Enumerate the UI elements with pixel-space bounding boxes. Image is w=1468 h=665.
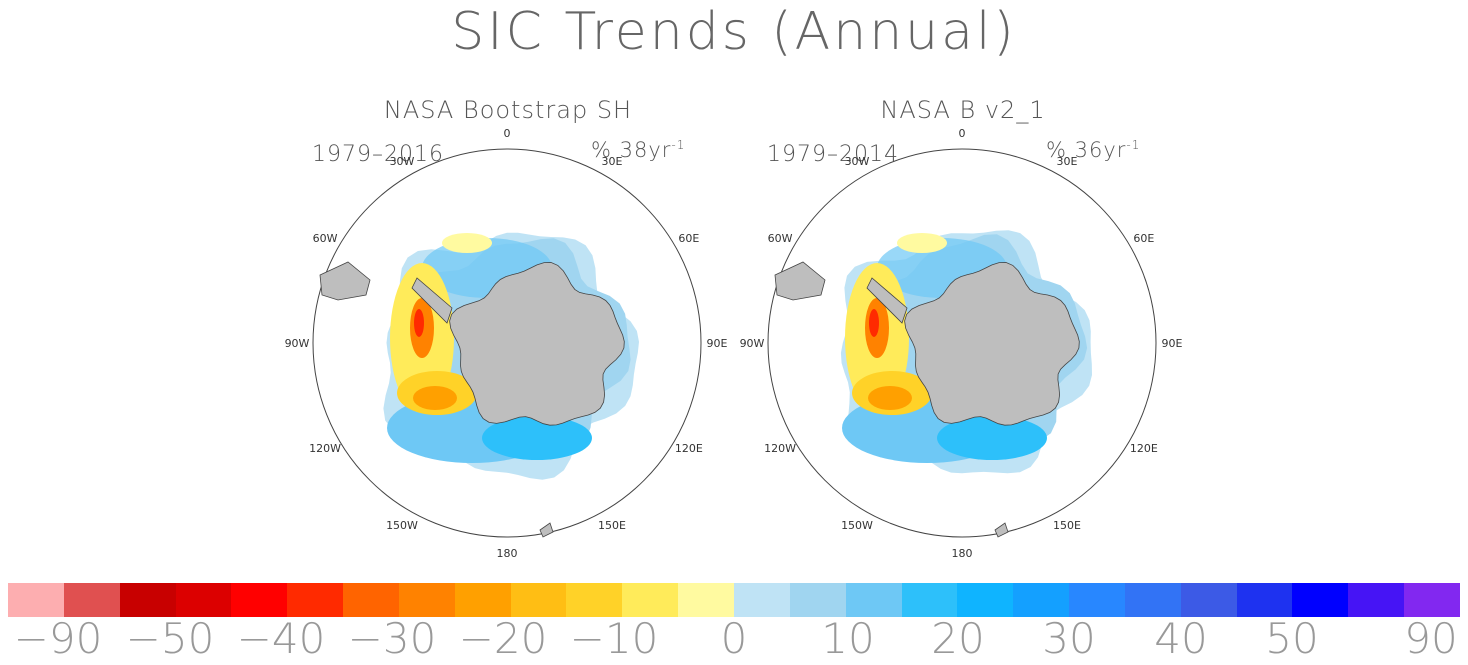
longitude-label: 0 — [959, 127, 966, 140]
units-label: % 38yr-1 — [591, 138, 686, 162]
colorbar-tick-label: −90 — [13, 614, 103, 663]
colorbar-tick-label: 50 — [1265, 614, 1319, 663]
longitude-label: 30E — [602, 155, 623, 168]
colorbar-cell — [789, 583, 846, 617]
colorbar-cell — [845, 583, 902, 617]
colorbar-cell — [1292, 583, 1349, 617]
colorbar-cell — [1236, 583, 1293, 617]
antarctica-landmass — [449, 262, 625, 426]
longitude-label: 180 — [497, 547, 518, 560]
longitude-label: 120W — [764, 442, 796, 455]
longitude-label: 150E — [598, 519, 626, 532]
colorbar-tick-label: 20 — [931, 614, 985, 663]
colorbar-tick-label: 40 — [1154, 614, 1208, 663]
units-label: % 36yr-1 — [1046, 138, 1141, 162]
map-panel-v2: NASA B v2_1 1979–2014 % 36yr-1 0 30E 60E 90… — [733, 90, 1193, 560]
colorbar-cell — [454, 583, 511, 617]
longitude-label: 60W — [768, 232, 793, 245]
longitude-label: 150E — [1053, 519, 1081, 532]
longitude-label: 60W — [313, 232, 338, 245]
longitude-label: 90E — [707, 337, 728, 350]
map-panel-bootstrap: NASA Bootstrap SH 1979–2016 % 38yr-1 0 30… — [278, 90, 738, 560]
south-america-tip — [319, 261, 371, 301]
longitude-label: 90W — [285, 337, 310, 350]
colorbar — [8, 583, 1460, 617]
colorbar-tick-label: −30 — [347, 614, 437, 663]
period-label: 1979–2014 — [767, 142, 899, 167]
colorbar-cell — [1124, 583, 1181, 617]
longitude-label: 0 — [504, 127, 511, 140]
colorbar-tick-label: −50 — [125, 614, 215, 663]
colorbar-cell — [1013, 583, 1070, 617]
colorbar-cell — [231, 583, 288, 617]
colorbar-tick-label: −40 — [236, 614, 326, 663]
antarctica-landmass — [904, 262, 1080, 426]
longitude-label: 90W — [740, 337, 765, 350]
colorbar-cell — [1348, 583, 1405, 617]
colorbar-tick-label: −10 — [569, 614, 659, 663]
longitude-label: 30W — [845, 155, 870, 168]
longitude-label: 30W — [390, 155, 415, 168]
colorbar-tick-label: 90 — [1404, 614, 1458, 663]
colorbar-cell — [398, 583, 455, 617]
longitude-label: 90E — [1162, 337, 1183, 350]
colorbar-cell — [287, 583, 344, 617]
colorbar-cell — [510, 583, 567, 617]
longitude-label: 150W — [841, 519, 873, 532]
polar-map: 0 30E 60E 90E 120E 150E 180 150W 120W 90W 60W 30W — [740, 127, 1183, 560]
south-america-tip — [774, 261, 826, 301]
colorbar-cell — [901, 583, 958, 617]
longitude-label: 30E — [1057, 155, 1078, 168]
longitude-label: 120E — [675, 442, 703, 455]
longitude-label: 150W — [386, 519, 418, 532]
colorbar-cell — [733, 583, 790, 617]
longitude-label: 60E — [1133, 232, 1154, 245]
colorbar-cell — [678, 583, 734, 617]
colorbar-cell — [622, 583, 679, 617]
colorbar-cell — [8, 583, 64, 617]
colorbar-cell — [1069, 583, 1125, 617]
polar-map: 0 30E 60E 90E 120E 150E 180 150W 120W 90W 60W 30W — [285, 127, 728, 560]
colorbar-cell — [63, 583, 120, 617]
colorbar-cell — [119, 583, 176, 617]
panel-title: NASA Bootstrap SH — [383, 96, 633, 124]
longitude-label: 120E — [1130, 442, 1158, 455]
longitude-label: 120W — [309, 442, 341, 455]
colorbar-cell — [566, 583, 623, 617]
colorbar-tick-label: 0 — [720, 614, 748, 663]
longitude-label: 60E — [678, 232, 699, 245]
longitude-label: 180 — [952, 547, 973, 560]
colorbar-tick-label: −20 — [458, 614, 548, 663]
colorbar-tick-label: 30 — [1042, 614, 1096, 663]
colorbar-cell — [1180, 583, 1237, 617]
panel-title: NASA B v2_1 — [880, 96, 1046, 124]
colorbar-cell — [1404, 583, 1460, 617]
colorbar-cell — [343, 583, 399, 617]
period-label: 1979–2016 — [312, 142, 444, 167]
colorbar-cell — [957, 583, 1014, 617]
colorbar-cell — [175, 583, 232, 617]
figure-title: SIC Trends (Annual) — [451, 2, 1017, 62]
colorbar-tick-label: 10 — [821, 614, 875, 663]
